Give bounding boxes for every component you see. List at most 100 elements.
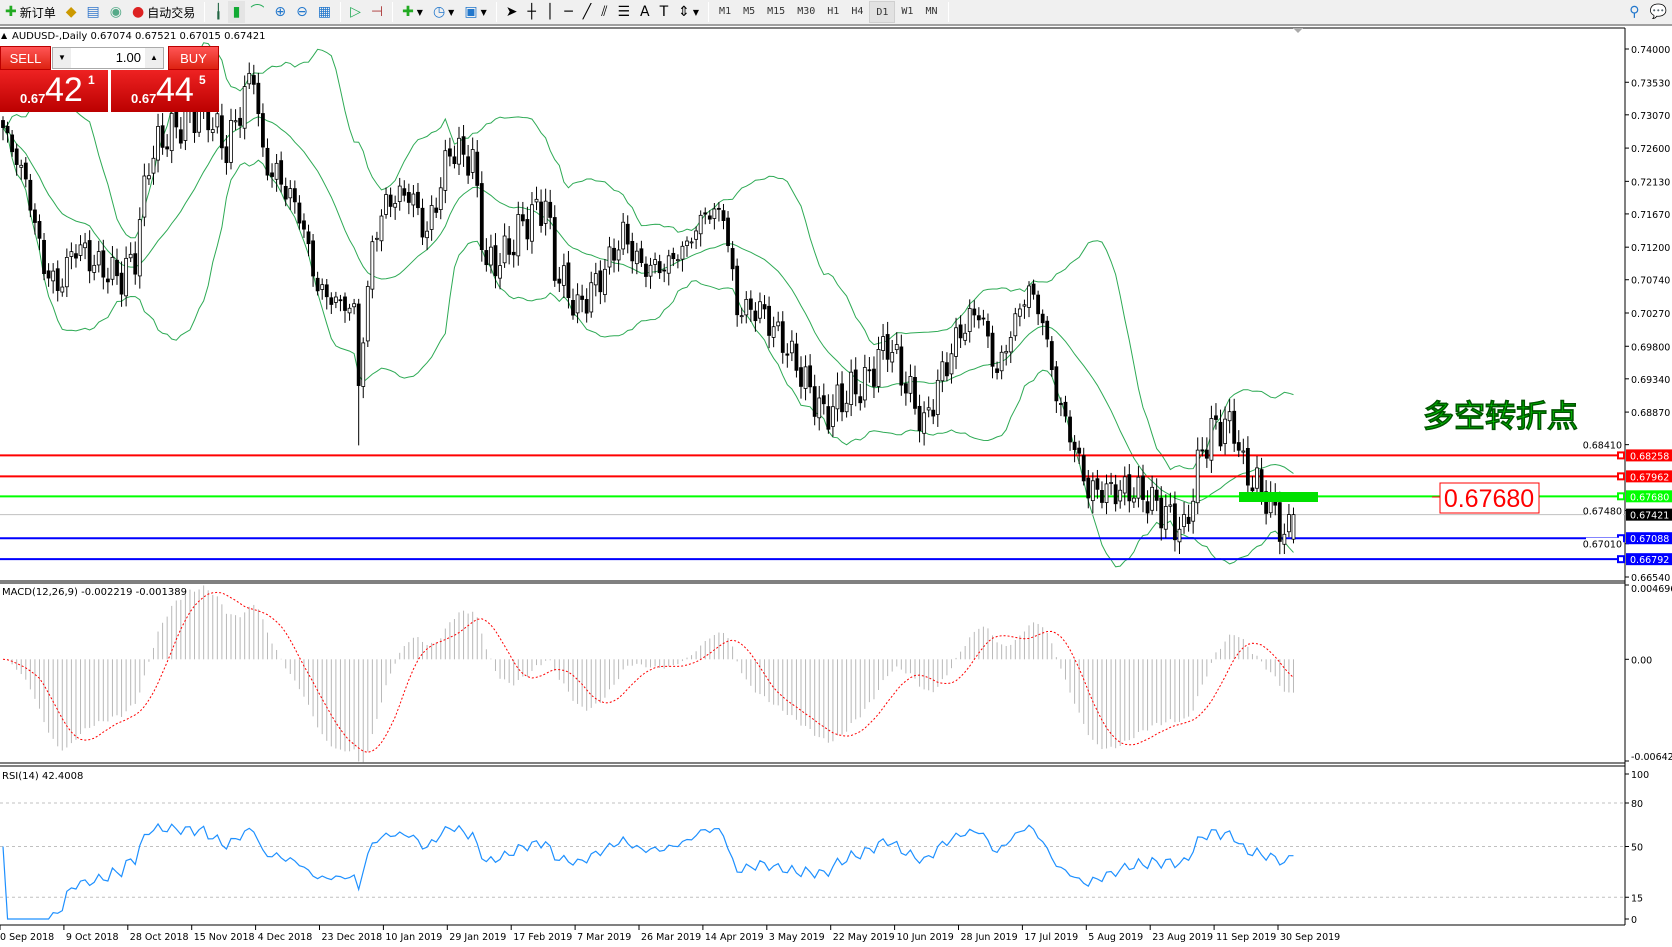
sell-price[interactable]: 0.67 42 1 — [0, 70, 108, 112]
annotation-title[interactable]: 多空转折点 — [1423, 399, 1579, 436]
fibonacci-button[interactable]: ☰ — [612, 1, 635, 23]
rsi-panel[interactable]: 100 80 50 15 0 — [0, 770, 1649, 926]
price-tick-label: 0.70270 — [1631, 309, 1670, 320]
timeframe-m1[interactable]: M1 — [719, 6, 732, 17]
candle — [949, 343, 954, 384]
candle — [926, 396, 931, 418]
zoom-out-button[interactable]: ⊖ — [291, 1, 313, 23]
bear-candle-body — [557, 278, 562, 284]
auto-trading-button[interactable]: ● 自动交易 — [131, 4, 196, 20]
lot-stepper[interactable]: ▼ 1.00 ▲ — [52, 47, 164, 69]
equidistant-channel-button[interactable]: ⫽ — [596, 1, 612, 23]
bear-candle-body — [28, 179, 33, 211]
bear-candle-body — [1186, 516, 1191, 524]
date-axis[interactable]: 20 Sep 2018 9 Oct 2018 28 Oct 2018 15 Nov 2… — [0, 925, 1340, 943]
bear-candle-body — [598, 270, 603, 293]
candle — [461, 124, 466, 167]
bear-candle-body — [1154, 489, 1159, 501]
bull-candle-body — [156, 126, 160, 161]
bear-candle-body — [826, 406, 831, 430]
search-button[interactable]: ⚲ — [1624, 1, 1644, 23]
indicators-button[interactable]: ✚ ▼ — [402, 4, 423, 20]
text-label-button[interactable]: T — [655, 1, 674, 23]
cursor-button[interactable]: ➤ — [501, 1, 523, 23]
timeframe-mn[interactable]: MN — [925, 6, 938, 17]
chat-button[interactable]: 💬 — [1645, 1, 1672, 23]
candle — [744, 291, 749, 324]
timeframe-h1[interactable]: H1 — [827, 6, 840, 17]
candle — [799, 356, 803, 399]
line-handle[interactable] — [1617, 472, 1625, 481]
candle — [612, 238, 616, 273]
candle — [333, 291, 338, 309]
crosshair-button[interactable]: ┼ — [522, 1, 540, 23]
bear-candle-body — [119, 272, 124, 295]
lot-input[interactable]: 1.00 — [115, 50, 141, 65]
toolbar-separator — [947, 2, 949, 22]
chart-window[interactable]: AUDUSD-,Daily 0.67074 0.67521 0.67015 0.… — [0, 26, 1672, 947]
bear-candle-body — [1218, 421, 1223, 447]
cursor-icon: ➤ — [505, 4, 518, 20]
sell-button[interactable]: SELL — [0, 46, 51, 70]
candle — [151, 145, 156, 185]
candle — [498, 253, 502, 290]
candle — [776, 311, 781, 332]
bull-candle-body — [96, 251, 101, 266]
collapse-arrow-icon[interactable]: ▲ — [1, 31, 8, 40]
timeframe-w1[interactable]: W1 — [901, 6, 914, 17]
auto-scroll-button[interactable]: ▷ — [345, 1, 366, 23]
lot-decrease-button[interactable]: ▼ — [53, 48, 71, 68]
line-handle[interactable] — [1617, 451, 1625, 460]
candle — [758, 292, 762, 324]
candle — [1027, 281, 1031, 318]
bear-candle-body — [388, 194, 393, 207]
templates-button[interactable]: ▣ ▼ — [464, 4, 487, 20]
lot-increase-button[interactable]: ▲ — [145, 48, 163, 68]
horizontal-lines[interactable] — [0, 451, 1625, 564]
candle — [666, 249, 671, 286]
bull-candle-body — [963, 332, 968, 341]
new-order-button[interactable]: ✚ 新订单 — [5, 4, 56, 20]
buy-price[interactable]: 0.67 44 5 — [111, 70, 219, 112]
bar-chart-button[interactable]: ╽ — [209, 1, 227, 23]
text-button[interactable]: A — [635, 1, 655, 23]
periods-button[interactable]: ◷ ▼ — [432, 4, 455, 20]
arrows-button[interactable]: ⇕ ▼ — [678, 4, 700, 20]
line-handle[interactable] — [1617, 492, 1625, 501]
candle — [1113, 474, 1118, 512]
bear-candle-body — [1100, 490, 1104, 503]
candle — [1159, 486, 1164, 541]
bull-candle-body — [147, 175, 151, 180]
price-box-label[interactable] — [1439, 482, 1540, 514]
market-watch-button[interactable]: ◆ — [61, 1, 82, 23]
tile-windows-button[interactable]: ▦ — [313, 1, 336, 23]
vertical-line-button[interactable]: │ — [541, 1, 559, 23]
horizontal-line-button[interactable]: ─ — [559, 1, 577, 23]
price-axis[interactable]: 0.74000 0.73530 0.73070 0.72600 0.72130 0.716… — [1583, 45, 1671, 584]
chart-shift-marker[interactable] — [1293, 28, 1303, 33]
candle — [1241, 438, 1246, 465]
line-handle[interactable] — [1617, 555, 1625, 564]
add-indicator-icon: ✚ — [402, 4, 414, 20]
timeframe-h4[interactable]: H4 — [851, 6, 864, 17]
zoom-in-button[interactable]: ⊕ — [269, 1, 291, 23]
candlestick-button[interactable]: ▮ — [227, 1, 246, 23]
bear-candle-body — [1031, 283, 1036, 295]
price-tag-bg — [1626, 470, 1672, 483]
macd-panel[interactable]: 0.004696 0.00 -0.006427 — [2, 584, 1672, 763]
new-order-icon: ✚ — [5, 4, 17, 20]
chart-shift-button[interactable]: ⊣ — [366, 1, 388, 23]
trendline-button[interactable]: ╱ — [578, 1, 596, 23]
timeframe-m15[interactable]: M15 — [767, 6, 786, 17]
line-chart-button[interactable]: ⌒ — [245, 1, 269, 23]
timeframe-m5[interactable]: M5 — [743, 6, 756, 17]
timeframe-m30[interactable]: M30 — [797, 6, 816, 17]
candle — [566, 250, 571, 309]
bull-candle-body — [926, 407, 931, 411]
buy-button[interactable]: BUY — [168, 46, 219, 70]
timeframe-d1[interactable]: D1 — [869, 1, 896, 23]
navigator-button[interactable]: ▤ — [82, 1, 105, 23]
signals-button[interactable]: ◉ — [105, 1, 127, 23]
bull-candle-body — [489, 246, 493, 266]
candle — [653, 252, 657, 274]
